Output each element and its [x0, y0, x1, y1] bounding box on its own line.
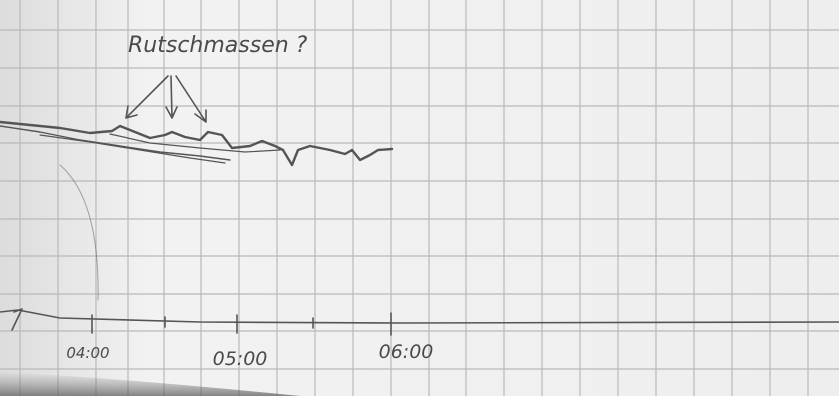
- axis-label: 04:00: [66, 344, 109, 362]
- axis-label: 05:00: [213, 348, 268, 370]
- axis-label: 06:00: [379, 341, 434, 363]
- annotation: Rutschmassen ?: [128, 33, 308, 58]
- seismogram-trace: [0, 120, 394, 167]
- stray-line: [59, 164, 99, 301]
- shadow: [0, 372, 300, 396]
- time-axis: [0, 308, 839, 336]
- arrows: [125, 75, 207, 123]
